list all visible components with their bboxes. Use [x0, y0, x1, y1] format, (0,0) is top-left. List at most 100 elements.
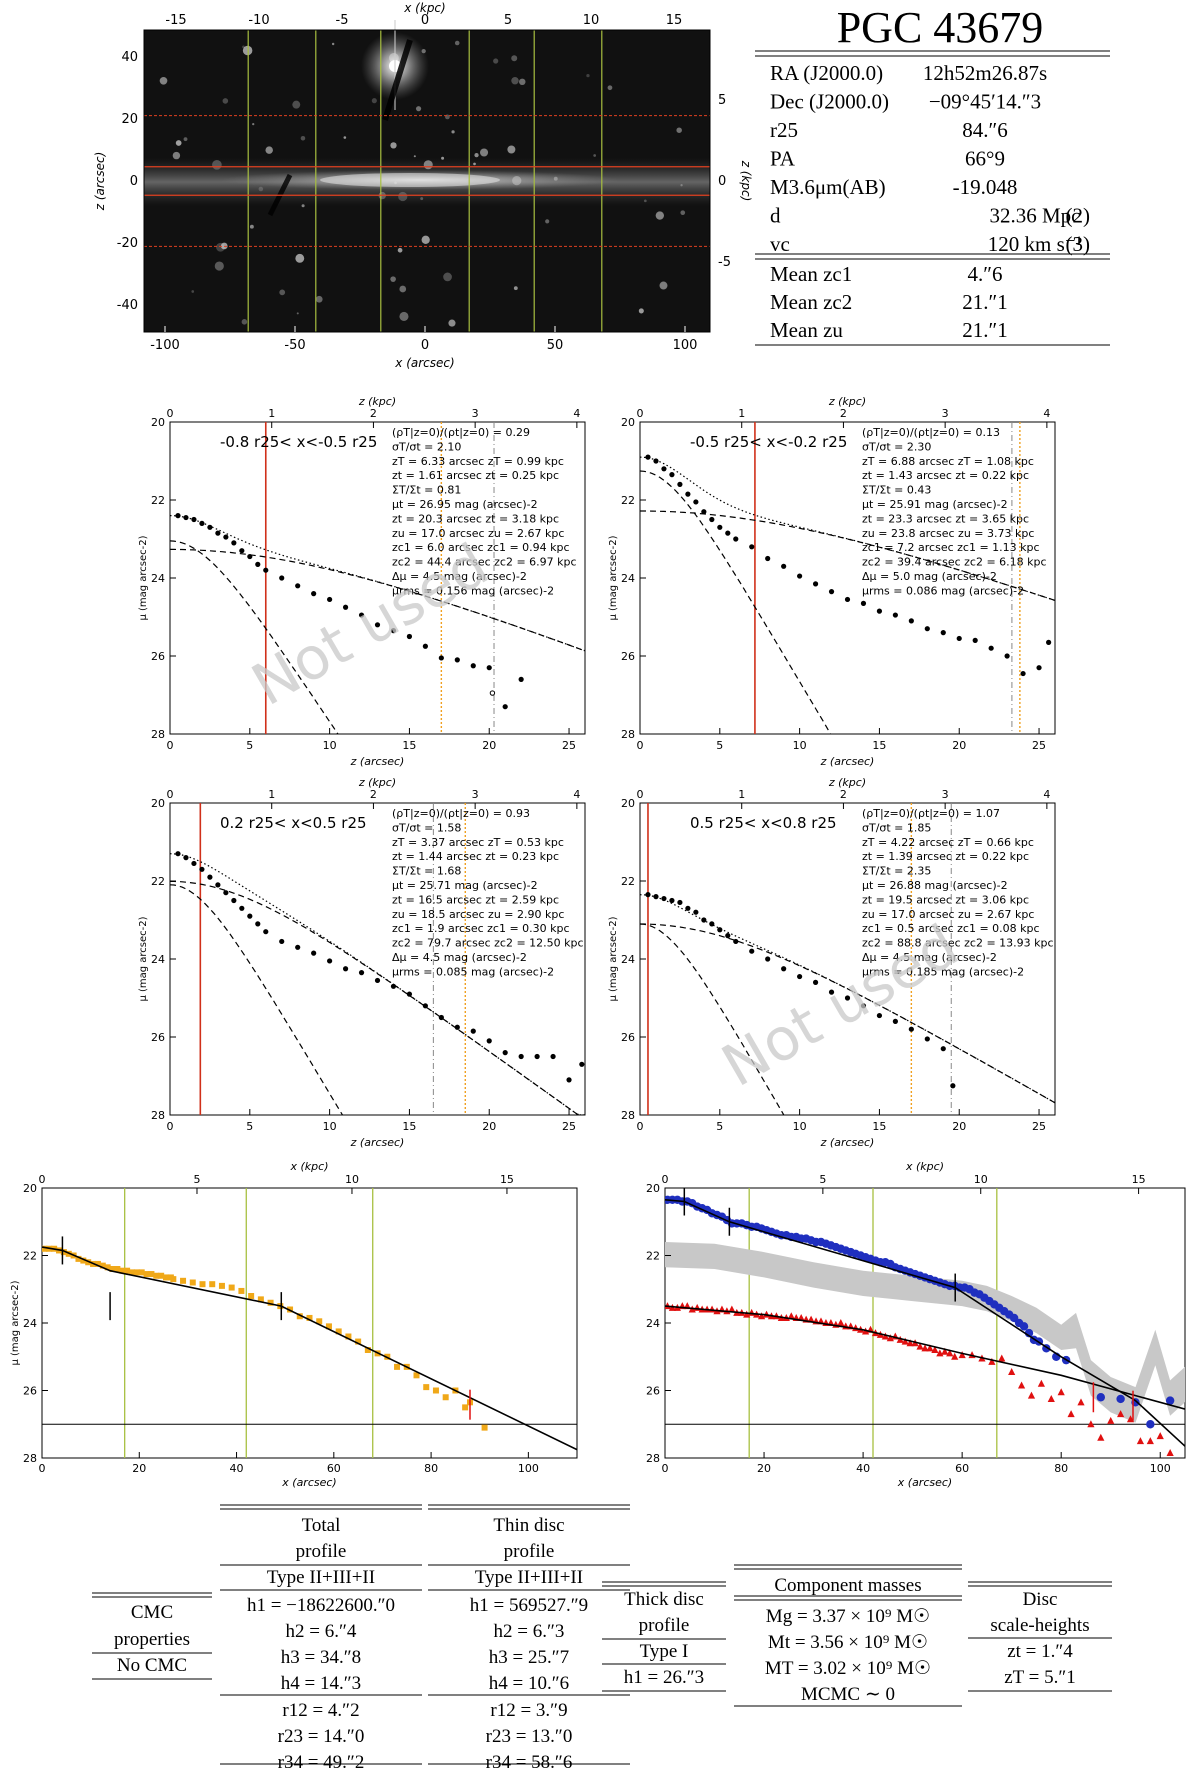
- fit-parameter: Δμ = 5.0 mag (arcsec)-2: [862, 570, 997, 583]
- profile-point: [534, 1053, 540, 1060]
- profile-point: [876, 608, 883, 614]
- total-profile-point: [180, 1277, 187, 1284]
- profile-point: [342, 604, 349, 610]
- property-label: r25: [770, 118, 798, 142]
- profile-point: [701, 509, 707, 515]
- thick-disc-point: [901, 1337, 909, 1345]
- profile-point: [358, 970, 365, 976]
- profile-point: [279, 575, 285, 581]
- profile-point: [717, 927, 723, 933]
- total-profile-point: [94, 1260, 101, 1267]
- fit-parameter: zt = 23.3 arcsec zt = 3.65 kpc: [862, 512, 1029, 525]
- mean-label: Mean zc1: [770, 262, 852, 286]
- x2-tick-label: 3: [942, 407, 949, 420]
- background-source: [638, 308, 644, 314]
- thin-disc-fit: [170, 540, 339, 734]
- thick-disc-point: [1136, 1437, 1145, 1445]
- vertical-panel-frame: [169, 802, 586, 1116]
- profile-point: [390, 628, 397, 634]
- total-scale-length: h3 = 34.″8: [281, 1647, 361, 1668]
- thick-profile-title: profile: [639, 1615, 690, 1636]
- y-axis-label: μ (mag arcsec-2): [138, 916, 149, 1001]
- thick-disc-point: [837, 1319, 845, 1326]
- profile-point: [239, 905, 245, 911]
- background-source: [159, 76, 168, 85]
- profile-point: [844, 596, 851, 603]
- background-source: [493, 58, 499, 64]
- total-profile-point: [104, 1264, 111, 1271]
- background-source: [265, 146, 273, 154]
- fit-parameter: ΣT/Σt = 1.68: [392, 865, 461, 878]
- profile-point: [661, 466, 667, 472]
- profile-point: [717, 524, 723, 530]
- fit-parameter: zc2 = 88.8 arcsec zc2 = 13.93 kpc: [862, 937, 1054, 950]
- mean-value: 21.″1: [962, 318, 1008, 342]
- x2-tick-label: 5: [193, 1173, 200, 1186]
- profile-point: [693, 909, 699, 915]
- y-tick-label: 20: [646, 1182, 660, 1195]
- thin-scale-length: h1 = 569527.″9: [470, 1595, 588, 1616]
- total-profile-title: profile: [296, 1541, 347, 1562]
- cmc-value: No CMC: [117, 1655, 187, 1676]
- component-mass: Mg = 3.37 × 10⁹ M☉: [766, 1606, 930, 1627]
- profile-point: [645, 454, 651, 460]
- background-source: [474, 153, 479, 158]
- profile-point: [1004, 653, 1010, 659]
- x-tick-label: 25: [562, 1120, 576, 1133]
- profile-point: [183, 855, 189, 861]
- profile-point: [765, 956, 771, 962]
- image-bottom-tick-label: 50: [547, 338, 564, 353]
- profile-point: [374, 622, 381, 628]
- profile-point: [876, 1012, 883, 1019]
- background-source: [296, 312, 299, 315]
- thin-break-radius: r12 = 3.″9: [490, 1700, 567, 1721]
- fit-parameter: zt = 16.5 arcsec zt = 2.59 kpc: [392, 893, 559, 906]
- thick-disc-point: [931, 1346, 939, 1353]
- x2-tick-label: 15: [1132, 1173, 1146, 1186]
- total-profile-type: Type II+III+II: [267, 1567, 375, 1588]
- thin-scale-length: h3 = 25.″7: [489, 1647, 569, 1668]
- x-tick-label: 20: [952, 739, 966, 752]
- x2-tick-label: 0: [167, 788, 174, 801]
- profile-open-point: [489, 690, 496, 696]
- x2-tick-label: 3: [942, 788, 949, 801]
- image-right-tick-label: 0: [718, 174, 726, 189]
- thick-disc-point: [951, 1352, 959, 1360]
- fit-parameter: zc2 = 44.4 arcsec zc2 = 6.97 kpc: [392, 556, 577, 569]
- total-fit: [640, 894, 1055, 1104]
- profile-point: [924, 1036, 930, 1042]
- x2-tick-label: 4: [1043, 788, 1050, 801]
- fit-parameter: (ρT|z=0)/(ρt|z=0) = 0.29: [392, 426, 530, 439]
- x-tick-label: 5: [716, 739, 723, 752]
- galaxy-image-frame: [143, 29, 711, 333]
- profile-point: [223, 890, 229, 896]
- background-source: [454, 40, 460, 46]
- total-profile-point: [462, 1404, 469, 1411]
- image-left-axis-label: z (arcsec): [93, 152, 107, 212]
- profile-point: [653, 458, 659, 464]
- y-tick-label: 26: [621, 650, 635, 663]
- profile-point: [677, 899, 683, 906]
- x-tick-label: 10: [323, 1120, 337, 1133]
- thin-disc-fit: [640, 470, 832, 734]
- background-source: [191, 290, 195, 293]
- image-left-tick-label: -20: [117, 236, 138, 251]
- total-profile-point: [133, 1269, 140, 1276]
- x-tick-label: 0: [167, 739, 174, 752]
- total-profile-point: [267, 1299, 274, 1306]
- total-profile-point: [138, 1269, 145, 1276]
- thick-disc-point: [787, 1312, 795, 1320]
- profile-point: [175, 513, 181, 519]
- total-profile-point: [80, 1257, 87, 1264]
- y-axis-label: μ (mag arcsec-2): [10, 1280, 21, 1365]
- profile-point: [844, 995, 851, 1001]
- profile-point: [406, 633, 413, 640]
- cmc-title-line-1: CMC: [131, 1602, 173, 1623]
- x-tick-label: 25: [562, 739, 576, 752]
- x-tick-label: 60: [327, 1462, 341, 1475]
- fit-parameter: μt = 25.71 mag (arcsec)-2: [392, 879, 538, 892]
- fit-parameter: ΣT/Σt = 0.43: [862, 484, 931, 497]
- profile-point: [191, 516, 197, 523]
- component-profile-panel-frame: [664, 1187, 1186, 1459]
